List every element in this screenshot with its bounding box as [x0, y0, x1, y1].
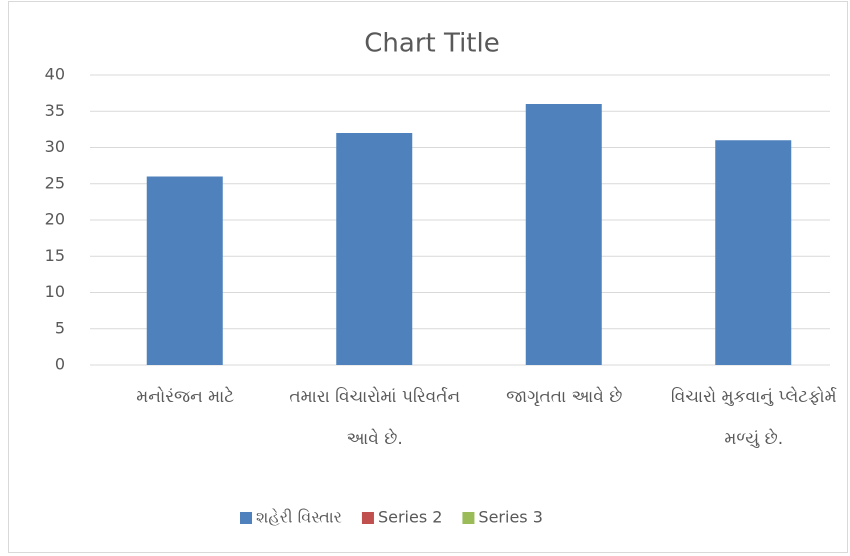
y-tick-label: 10: [45, 282, 65, 301]
legend-label: Series 3: [478, 508, 542, 527]
y-tick-label: 25: [45, 173, 65, 192]
bar: [715, 140, 792, 365]
y-tick-label: 20: [45, 210, 65, 229]
legend-label: શહેરી વિસ્તાર: [256, 507, 342, 526]
chart-title: Chart Title: [364, 29, 499, 59]
y-tick-label: 35: [45, 101, 65, 120]
x-tick-label: મનોરંજન માટે: [136, 387, 235, 407]
x-tick-label: જાગૃતતા આવે છે: [506, 387, 623, 407]
y-tick-label: 40: [45, 65, 65, 84]
legend-label: Series 2: [378, 508, 442, 527]
bar: [336, 133, 413, 365]
x-tick-label: તમારા વિચારોમાં પરિવર્તન આવે છે.: [289, 387, 461, 449]
y-tick-label: 0: [55, 355, 65, 374]
y-tick-label: 15: [45, 246, 65, 265]
legend-swatch: [361, 512, 374, 524]
y-tick-label: 5: [55, 318, 65, 337]
bar: [525, 104, 602, 365]
bar: [146, 176, 223, 365]
legend-swatch: [462, 512, 475, 524]
y-tick-label: 30: [45, 137, 65, 156]
x-tick-label: વિચારો મુકવાનું પ્લેટફોર્મ મળ્યું છે.: [670, 387, 837, 449]
legend-swatch: [240, 512, 252, 524]
